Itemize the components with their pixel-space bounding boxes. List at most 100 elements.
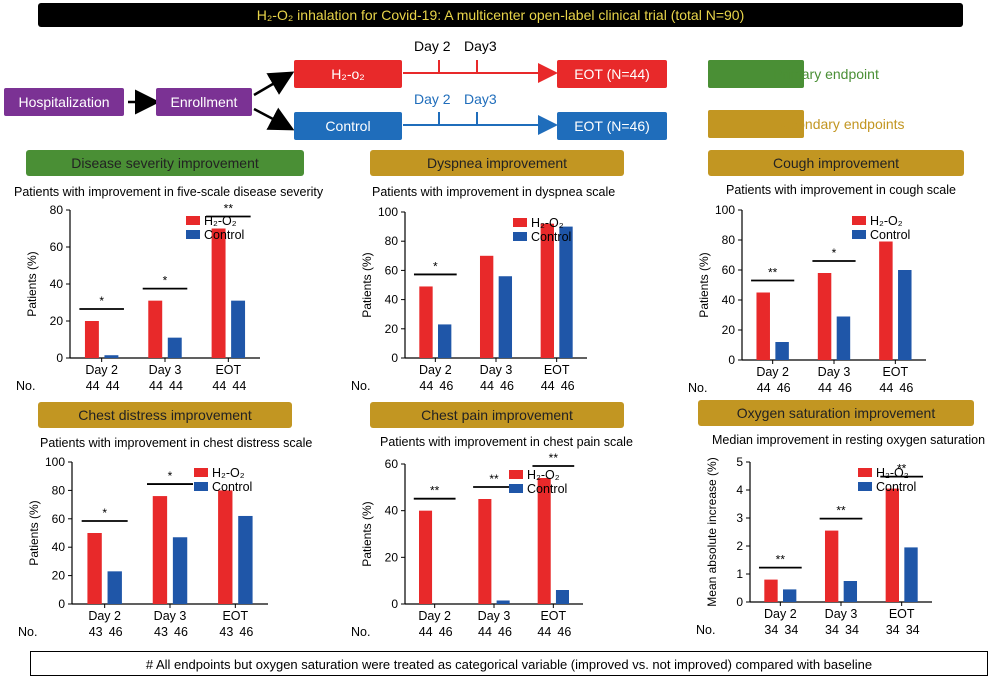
bar: [904, 547, 918, 602]
x-tick-label: Day 3: [149, 363, 182, 377]
x-tick-label: Day 3: [818, 365, 851, 379]
y-tick-label: 100: [715, 203, 735, 217]
n-value: 34: [906, 623, 920, 637]
n-value: 44: [480, 379, 494, 393]
enrollment-box: Enrollment: [156, 88, 252, 116]
n-value: 34: [784, 623, 798, 637]
legend-label: Control: [527, 482, 567, 496]
y-tick-label: 40: [385, 293, 399, 307]
day2-label-red: Day 2: [414, 38, 451, 54]
n-value: 34: [886, 623, 900, 637]
significance-marker: *: [168, 469, 173, 483]
bar: [172, 537, 188, 604]
x-tick-label: Day 3: [480, 363, 513, 377]
x-tick-label: Day 2: [85, 363, 118, 377]
x-tick-label: EOT: [544, 363, 570, 377]
y-axis-label: Patients (%): [27, 500, 41, 565]
chart-subtitle-oxygen: Median improvement in resting oxygen sat…: [712, 433, 986, 447]
y-tick-label: 3: [736, 511, 743, 525]
flow-arrows: [128, 60, 558, 135]
y-tick-label: 40: [52, 540, 66, 554]
legend-label: Control: [212, 480, 252, 494]
bar: [152, 496, 168, 604]
legend-swatch: [858, 482, 872, 491]
x-tick-label: Day 2: [88, 609, 121, 623]
arm-h2o2-box: H₂-o₂: [294, 60, 402, 88]
day3-label-blue: Day3: [464, 91, 497, 107]
n-value: 44: [106, 379, 120, 393]
n-value: 46: [439, 379, 453, 393]
y-axis-label: Patients (%): [360, 501, 374, 566]
bar: [107, 571, 122, 604]
significance-marker: *: [163, 274, 168, 288]
bar: [496, 600, 510, 604]
legend-label: Control: [876, 480, 916, 494]
y-tick-label: 0: [728, 353, 735, 367]
significance-marker: **: [430, 484, 440, 498]
primary-endpoint-label: Primary endpoint: [773, 66, 879, 82]
bar: [555, 590, 569, 604]
n-value: 43: [154, 625, 168, 639]
chart-subtitle-chest-distress: Patients with improvement in chest distr…: [40, 436, 313, 450]
y-tick-label: 80: [722, 233, 736, 247]
bar: [824, 530, 839, 602]
n-value: 44: [757, 381, 771, 395]
bar: [479, 255, 494, 358]
panel-header-chest-distress: Chest distress improvement: [38, 402, 292, 428]
significance-marker: **: [549, 451, 559, 465]
y-tick-label: 20: [722, 323, 736, 337]
x-tick-label: Day 2: [418, 609, 451, 623]
bar: [879, 241, 893, 360]
n-value: 34: [845, 623, 859, 637]
bar: [148, 300, 163, 358]
y-tick-label: 0: [58, 597, 65, 611]
bar: [843, 581, 858, 602]
n-value: 46: [439, 625, 453, 639]
legend-swatch: [513, 218, 527, 227]
n-value: 46: [498, 625, 512, 639]
x-tick-label: Day 2: [756, 365, 789, 379]
significance-marker: *: [102, 506, 107, 520]
legend-swatch: [194, 482, 208, 491]
y-tick-label: 60: [385, 263, 399, 277]
y-tick-label: 100: [378, 205, 398, 219]
primary-endpoint-swatch: [708, 60, 804, 88]
bar: [211, 228, 226, 358]
arrow-enroll-arm1: [253, 71, 295, 97]
n-label: No.: [351, 379, 370, 393]
chart-subtitle-chest-pain: Patients with improvement in chest pain …: [380, 435, 633, 449]
bar: [817, 273, 832, 360]
n-label: No.: [16, 379, 35, 393]
panel-header-cough: Cough improvement: [708, 150, 964, 176]
bar: [218, 490, 233, 604]
legend-label: H₂-O₂: [204, 214, 237, 228]
bar: [84, 321, 99, 358]
eot-control-box: EOT (N=46): [557, 112, 667, 140]
chart-subtitle-cough: Patients with improvement in cough scale: [726, 183, 956, 197]
y-tick-label: 100: [45, 455, 65, 469]
y-tick-label: 40: [385, 504, 399, 518]
significance-marker: *: [433, 259, 438, 273]
bar: [836, 316, 851, 360]
significance-marker: **: [489, 472, 499, 486]
x-tick-label: Day 3: [825, 607, 858, 621]
bar: [104, 355, 119, 358]
n-value: 46: [561, 379, 575, 393]
bar: [238, 515, 253, 604]
bar: [438, 324, 452, 358]
legend-label: Control: [531, 230, 571, 244]
bar: [898, 270, 912, 360]
panel-header-chest-pain: Chest pain improvement: [370, 402, 624, 428]
y-tick-label: 80: [52, 483, 66, 497]
legend-label: Control: [870, 228, 910, 242]
n-value: 46: [899, 381, 913, 395]
n-value: 44: [818, 381, 832, 395]
n-value: 46: [109, 625, 123, 639]
panel-header-disease: Disease severity improvement: [26, 150, 304, 176]
legend-swatch: [858, 468, 872, 477]
chart-subtitle-dyspnea: Patients with improvement in dyspnea sca…: [372, 185, 616, 199]
legend-swatch: [194, 468, 208, 477]
bar: [537, 478, 551, 604]
